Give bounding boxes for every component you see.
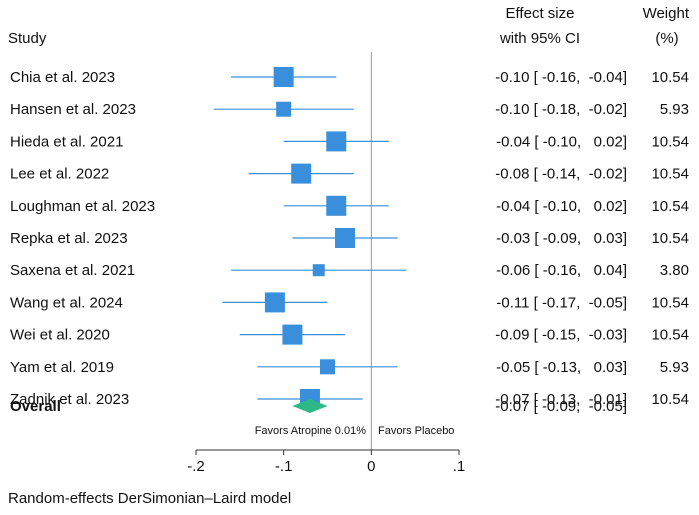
weight-value: 5.93 xyxy=(660,359,689,376)
plot-area: Chia et al. 2023 -0.10 [ -0.16, -0.04] 10.… xyxy=(10,52,689,475)
ci-value: -0.04 [ -0.10, 0.02] xyxy=(496,133,627,150)
x-tick-label: .1 xyxy=(453,458,466,475)
effect-marker xyxy=(276,101,292,117)
study-label: Chia et al. 2023 xyxy=(10,69,115,86)
favors-left-label: Favors Atropine 0.01% xyxy=(255,425,367,437)
study-label: Repka et al. 2023 xyxy=(10,230,128,247)
study-label: Zadnik et al. 2023 xyxy=(10,391,129,408)
effect-marker xyxy=(335,228,356,248)
ci-value: -0.10 [ -0.16, -0.04] xyxy=(495,69,627,86)
weight-value: 10.54 xyxy=(651,294,689,311)
overall-ci-value: -0.07 [ -0.09, -0.05] xyxy=(495,398,627,415)
weight-value: 10.54 xyxy=(651,133,689,150)
study-label: Wei et al. 2020 xyxy=(10,327,110,344)
ci-value: -0.08 [ -0.14, -0.02] xyxy=(495,166,627,183)
weight-value: 10.54 xyxy=(651,391,689,408)
weight-value: 10.54 xyxy=(651,327,689,344)
weight-value: 10.54 xyxy=(651,198,689,215)
effect-marker xyxy=(326,195,347,216)
ci-value: -0.11 [ -0.17, -0.05] xyxy=(496,294,627,311)
ci-value: -0.09 [ -0.15, -0.03] xyxy=(495,327,627,344)
ci-value: -0.10 [ -0.18, -0.02] xyxy=(495,101,627,118)
header-weight: Weight xyxy=(643,5,690,22)
weight-value: 10.54 xyxy=(651,230,689,247)
x-tick-label: -.2 xyxy=(187,458,205,475)
ci-value: -0.07 [ -0.13, -0.01] xyxy=(495,391,627,408)
header-weight-unit: (%) xyxy=(655,30,678,47)
weight-value: 10.54 xyxy=(651,166,689,183)
effect-marker xyxy=(326,131,347,152)
favors-right-label: Favors Placebo xyxy=(378,425,454,437)
effect-marker xyxy=(282,324,303,345)
x-tick-label: 0 xyxy=(367,458,375,475)
overall-label: Overall xyxy=(10,398,61,415)
overall-diamond xyxy=(292,399,328,413)
effect-marker xyxy=(319,359,336,375)
header-study: Study xyxy=(8,30,47,47)
study-label: Hansen et al. 2023 xyxy=(10,101,136,118)
weight-value: 3.80 xyxy=(660,262,689,279)
study-label: Yam et al. 2019 xyxy=(10,359,114,376)
study-label: Wang et al. 2024 xyxy=(10,294,123,311)
ci-value: -0.03 [ -0.09, 0.03] xyxy=(496,230,627,247)
header-ci: with 95% CI xyxy=(499,30,580,47)
study-label: Loughman et al. 2023 xyxy=(10,198,155,215)
effect-marker xyxy=(264,292,285,313)
ci-value: -0.06 [ -0.16, 0.04] xyxy=(496,262,627,279)
effect-marker xyxy=(291,163,312,184)
header-effect-size: Effect size xyxy=(506,5,575,22)
study-label: Hieda et al. 2021 xyxy=(10,133,123,150)
weight-value: 5.93 xyxy=(660,101,689,118)
ci-value: -0.04 [ -0.10, 0.02] xyxy=(496,198,627,215)
effect-marker xyxy=(273,67,294,87)
study-label: Lee et al. 2022 xyxy=(10,166,109,183)
footnote: Random-effects DerSimonian–Laird model xyxy=(8,490,291,507)
ci-value: -0.05 [ -0.13, 0.03] xyxy=(496,359,627,376)
study-label: Saxena et al. 2021 xyxy=(10,262,135,279)
x-tick-label: -.1 xyxy=(275,458,293,475)
weight-value: 10.54 xyxy=(651,69,689,86)
effect-marker xyxy=(312,264,325,277)
